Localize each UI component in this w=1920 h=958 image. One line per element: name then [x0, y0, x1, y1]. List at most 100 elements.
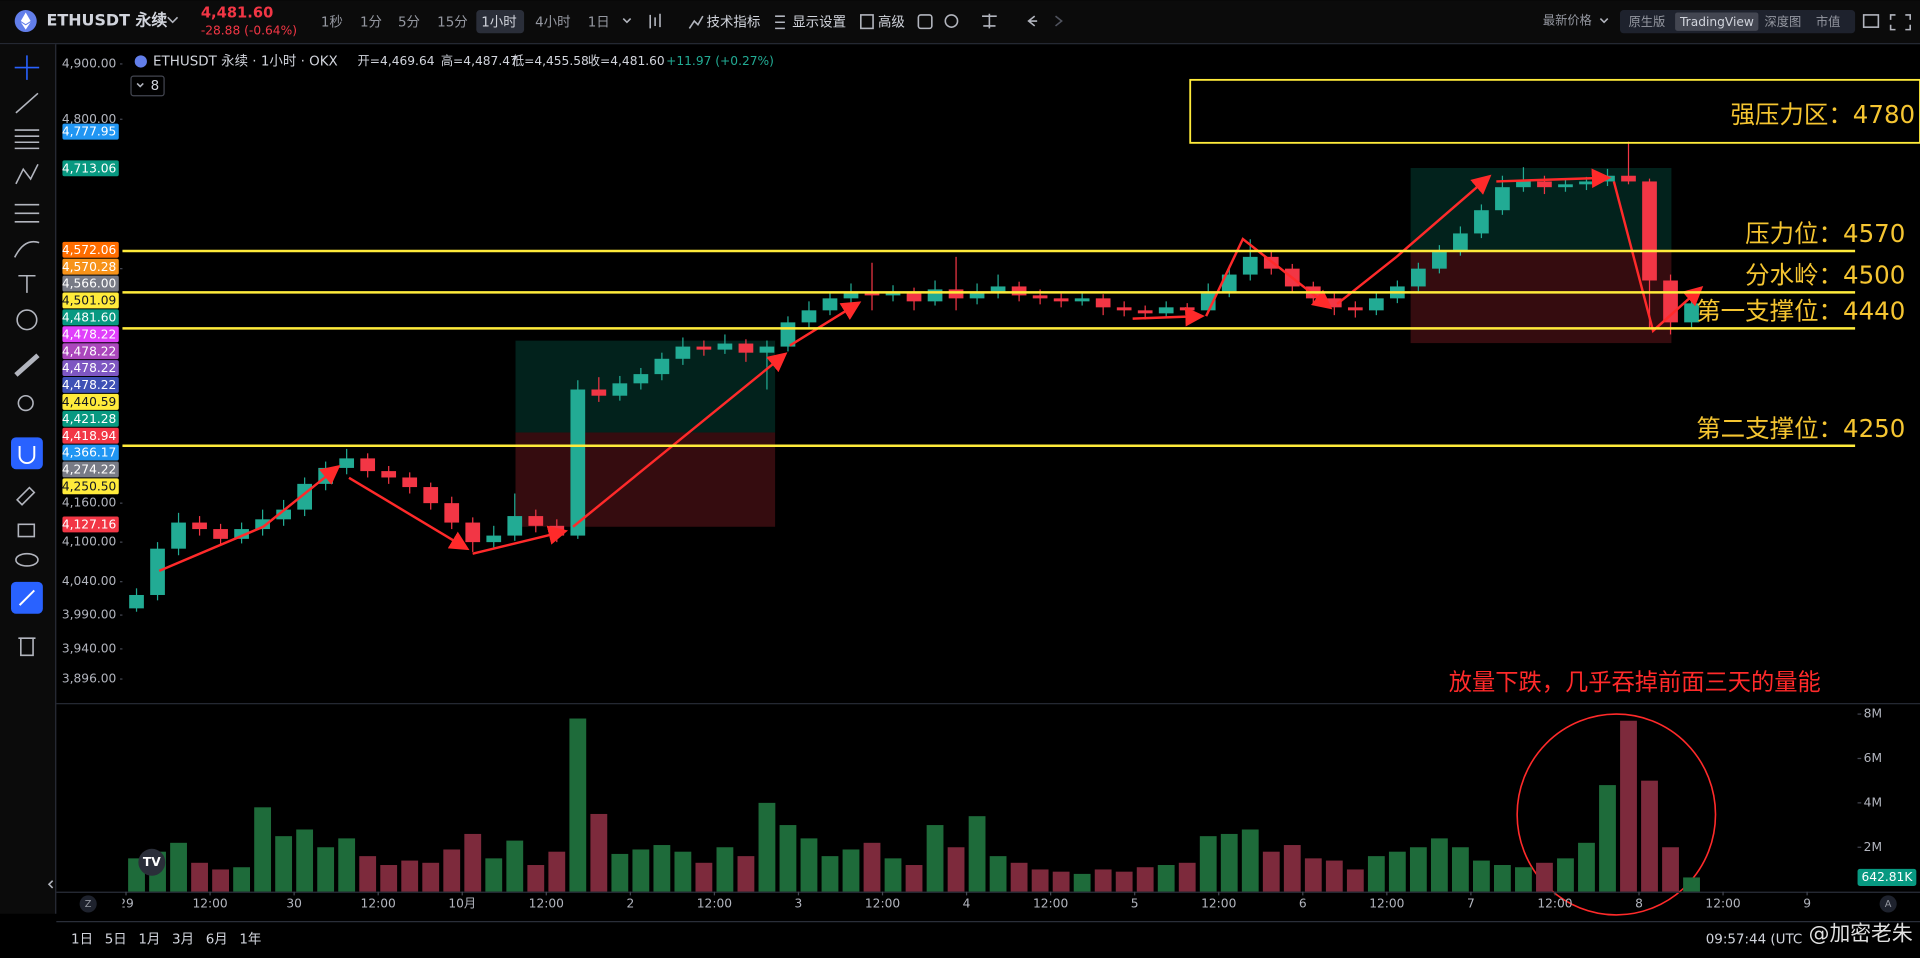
volume-bar — [170, 842, 187, 892]
ruler-tool[interactable] — [14, 353, 40, 377]
y-tick-label: 3,940.00 — [62, 641, 116, 655]
volume-bar — [1494, 865, 1511, 892]
undo-icon[interactable] — [1027, 15, 1038, 27]
text-tool[interactable] — [18, 274, 36, 293]
auto-scale[interactable] — [1879, 895, 1897, 913]
crosshair-tool[interactable] — [14, 55, 40, 80]
trendline-tool[interactable] — [15, 92, 39, 114]
candle-body — [906, 292, 922, 302]
interval-dropdown[interactable] — [622, 18, 632, 24]
settings-icon[interactable] — [775, 15, 785, 30]
position-profit — [515, 340, 776, 433]
legend-field: 收=4,481.60 — [588, 54, 665, 68]
candle-body — [339, 458, 355, 468]
trash-tool[interactable] — [18, 637, 36, 657]
volume-bar — [737, 856, 755, 892]
arrow — [1205, 237, 1333, 317]
indicator-icon[interactable] — [688, 15, 704, 29]
chart-type-icon[interactable] — [649, 13, 661, 29]
volume-bar — [1304, 858, 1322, 892]
range-button[interactable]: 1月 — [138, 932, 160, 947]
interval[interactable]: 1小时 — [481, 14, 516, 30]
interval[interactable]: 4小时 — [535, 14, 570, 30]
volume-bar — [842, 849, 860, 892]
range-button[interactable]: 1日 — [71, 932, 93, 947]
interval[interactable]: 1秒 — [321, 14, 343, 30]
candle-body — [1642, 181, 1657, 281]
view-tab[interactable]: 原生版 — [1629, 15, 1666, 29]
tool-advanced[interactable]: 高级 — [878, 13, 905, 30]
price-mode[interactable]: 最新价格 — [1543, 13, 1592, 28]
fullscreen-icon[interactable] — [1889, 14, 1912, 31]
view-tab[interactable]: TradingView — [1679, 15, 1754, 29]
candle-body — [360, 458, 376, 472]
lock-tool[interactable] — [17, 523, 36, 538]
x-tick-label: 12:00 — [1033, 896, 1068, 910]
volume-bar — [275, 836, 293, 892]
y-tick-label: 4,040.00 — [62, 574, 116, 588]
watermark: @加密老朱 — [1809, 922, 1913, 946]
legend-field: 低=4,455.58 — [512, 54, 589, 68]
view-tab[interactable]: 市值 — [1816, 14, 1840, 29]
price-tag-label: 4,570.28 — [62, 260, 116, 274]
brush-tool[interactable] — [13, 240, 40, 258]
interval[interactable]: 1日 — [588, 15, 610, 30]
lock-draw-tool[interactable] — [16, 486, 36, 506]
volume-bar — [191, 862, 208, 892]
tool-display[interactable]: 显示设置 — [792, 14, 846, 30]
volume-bar — [1031, 869, 1049, 892]
price-tag — [62, 427, 119, 444]
price-tag-label: 4,127.16 — [62, 518, 117, 532]
price-tag-label: 4,572.06 — [62, 243, 117, 257]
view-tab[interactable]: 深度图 — [1764, 14, 1801, 29]
price-tag — [62, 123, 119, 140]
snapshot-icon[interactable] — [917, 14, 933, 30]
range-button[interactable]: 1年 — [239, 931, 261, 947]
zoom-tool[interactable] — [17, 394, 34, 412]
interval-bar: 1秒 1分 5分 15分 1小时 4小时 1日 — [321, 10, 610, 34]
x-tick-label: 10月 — [448, 896, 476, 910]
volume-bar — [401, 860, 419, 892]
range-button[interactable]: 5日 — [105, 932, 127, 947]
gear-icon[interactable] — [944, 14, 959, 28]
price-tag-label: 4,501.09 — [62, 294, 116, 308]
interval[interactable]: 15分 — [437, 14, 468, 30]
range-button[interactable]: 3月 — [172, 932, 194, 947]
emoji-tool[interactable] — [16, 309, 38, 331]
projection-tool[interactable] — [14, 203, 40, 223]
volume-bar — [1325, 860, 1343, 892]
price-tag-label: 4,478.22 — [62, 344, 116, 358]
candle-body — [1368, 298, 1384, 311]
volume-bar — [1115, 871, 1133, 892]
indicator-count[interactable]: 8 — [151, 79, 160, 94]
dropdown[interactable] — [167, 16, 179, 24]
indicator-toggle[interactable] — [130, 75, 165, 97]
volume-bar — [632, 849, 650, 892]
collapse-arrow[interactable] — [47, 880, 54, 889]
volume-bar — [1388, 851, 1406, 892]
redo-icon[interactable] — [1055, 15, 1063, 27]
volume-bar — [1220, 833, 1238, 892]
window-icon[interactable] — [1862, 14, 1880, 28]
balance-icon[interactable] — [982, 13, 997, 29]
range-bar: 1日 5日 1月 3月 6月 1年 — [71, 931, 261, 947]
volume-highlight — [1516, 713, 1717, 916]
volume-bar — [422, 862, 440, 892]
interval[interactable]: 5分 — [398, 14, 420, 30]
range-button[interactable]: 6月 — [206, 932, 228, 947]
tool-indicators[interactable]: 技术指标 — [707, 14, 761, 30]
price-change: -28.88 (-0.64%) — [201, 23, 297, 37]
fib-tool[interactable] — [14, 129, 40, 150]
candle-body — [591, 389, 607, 396]
zoom-reset[interactable] — [79, 895, 97, 913]
volume-bar — [863, 842, 881, 892]
advanced-icon[interactable] — [860, 14, 874, 30]
magnet-tool-active[interactable] — [11, 437, 43, 470]
interval[interactable]: 1分 — [360, 14, 382, 30]
price-mode-dropdown[interactable] — [1599, 18, 1609, 24]
candle-body — [1453, 233, 1468, 251]
candle-body — [381, 471, 397, 478]
symbol[interactable]: ETHUSDT 永续 — [47, 11, 168, 30]
visibility-tool[interactable] — [15, 552, 39, 567]
pattern-tool[interactable] — [15, 163, 39, 185]
